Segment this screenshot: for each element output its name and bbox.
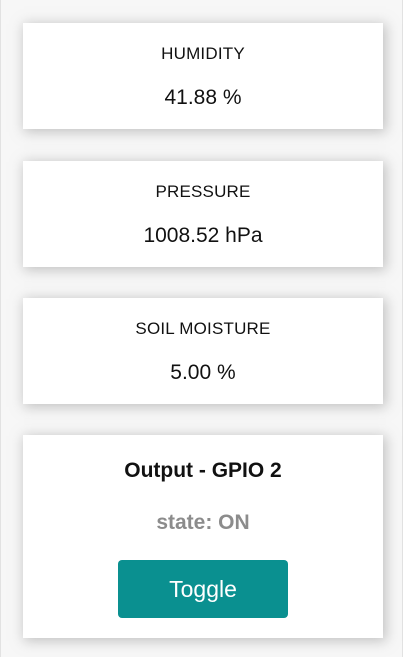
output-state: state: ON <box>156 511 250 534</box>
output-title: Output - GPIO 2 <box>124 459 282 482</box>
output-card: Output - GPIO 2 state: ON Toggle <box>23 435 383 638</box>
humidity-card: HUMIDITY 41.88 % <box>23 23 383 129</box>
humidity-value: 41.88 % <box>164 86 242 109</box>
pressure-value: 1008.52 hPa <box>143 224 263 247</box>
humidity-title: HUMIDITY <box>161 44 245 63</box>
soil-moisture-title: SOIL MOISTURE <box>135 319 271 338</box>
pressure-card: PRESSURE 1008.52 hPa <box>23 161 383 267</box>
soil-moisture-value: 5.00 % <box>170 361 236 384</box>
pressure-title: PRESSURE <box>155 182 251 201</box>
soil-moisture-card: SOIL MOISTURE 5.00 % <box>23 298 383 404</box>
toggle-button[interactable]: Toggle <box>118 560 288 618</box>
